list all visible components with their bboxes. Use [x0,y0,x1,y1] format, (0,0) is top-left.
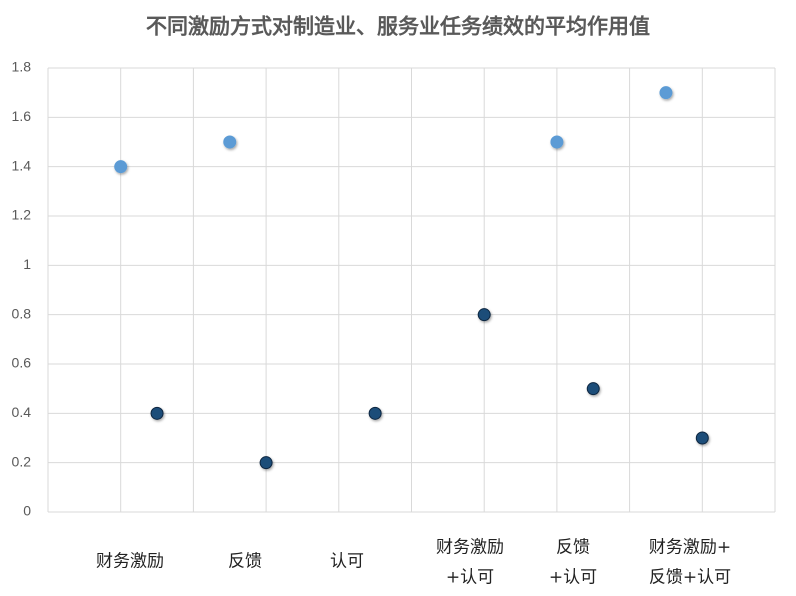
category-label: 反馈+认可 [649,568,731,588]
y-tick-label: 1.8 [12,59,32,75]
y-tick-label: 0 [23,503,31,519]
category-label: 反馈 [556,538,590,558]
category-label: 认可 [330,552,364,572]
category-label: 财务激励+ [649,538,731,558]
category-label: 反馈 [228,552,262,572]
y-tick-label: 0.6 [12,355,32,371]
point [150,406,164,420]
point [368,406,382,420]
y-tick-label: 1.4 [12,157,32,173]
point [223,135,237,149]
category-label: 财务激励 [436,538,504,558]
category-label: 财务激励 [96,552,164,572]
y-tick-label: 0.4 [12,404,32,420]
y-tick-label: 0.2 [12,453,32,469]
point [695,431,709,445]
y-tick-label: 0.8 [12,305,32,321]
y-tick-label: 1.6 [12,108,32,124]
point [477,308,491,322]
point [259,456,273,470]
point [114,160,128,174]
point [659,86,673,100]
y-tick-label: 1.2 [12,207,32,223]
point [550,135,564,149]
point [586,382,600,396]
category-label: +认可 [446,568,494,588]
category-label: +认可 [549,568,597,588]
y-tick-label: 1 [23,256,31,272]
chart-title: 不同激励方式对制造业、服务业任务绩效的平均作用值 [146,14,650,39]
